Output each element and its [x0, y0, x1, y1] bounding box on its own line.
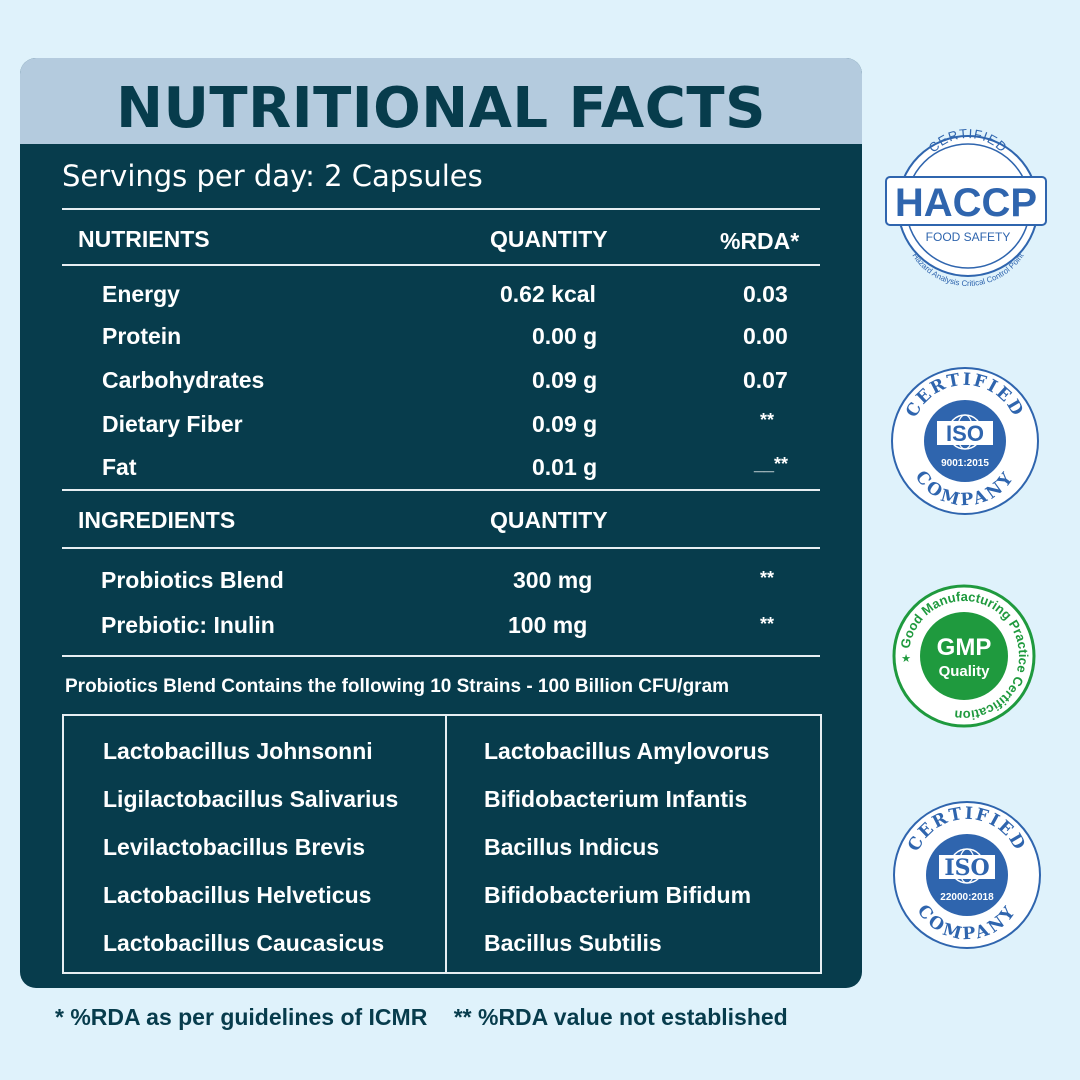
svg-text:9001:2015: 9001:2015 — [941, 458, 989, 469]
nutrient-rda: 0.00 — [743, 323, 788, 349]
strain-item: Bacillus Indicus — [484, 834, 660, 860]
divider — [62, 655, 820, 657]
iso-9001-seal-icon: CERTIFIED COMPANY ISO 9001:2015 — [891, 367, 1039, 515]
nutrient-quantity: 0.00 g — [532, 323, 598, 349]
ingredients-quantity-header: QUANTITY — [490, 507, 608, 533]
star-icon: ★ — [901, 653, 911, 665]
nutrient-quantity: 0.09 g — [532, 411, 598, 437]
nutrient-name: Dietary Fiber — [102, 411, 243, 437]
nutrition-panel: NUTRITIONAL FACTS Servings per day: 2 Ca… — [20, 58, 862, 988]
nutrient-name: Carbohydrates — [102, 367, 265, 393]
ingredient-quantity: 300 mg — [513, 567, 593, 593]
strain-item: Lactobacillus Johnsonni — [103, 738, 373, 764]
iso-22000-badge: CERTIFIED COMPANY ISO 22000:2018 — [892, 800, 1042, 950]
ingredient-quantity: 100 mg — [508, 612, 588, 638]
strains-table: Lactobacillus Johnsonni Ligilactobacillu… — [62, 714, 822, 974]
ingredient-name: Probiotics Blend — [101, 567, 284, 593]
footer-note-rda: * %RDA as per guidelines of ICMR — [55, 1004, 428, 1030]
svg-text:GMP: GMP — [937, 634, 992, 661]
strain-item: Bacillus Subtilis — [484, 930, 662, 956]
haccp-seal-icon: CERTIFIED HACCP FOOD SAFETY Hazard Analy… — [885, 128, 1047, 288]
nutrient-rda: 0.07 — [743, 367, 788, 393]
strain-item: Bifidobacterium Bifidum — [484, 882, 752, 908]
nutrient-quantity: 0.09 g — [532, 367, 598, 393]
strain-item: Bifidobacterium Infantis — [484, 786, 748, 812]
ingredients-header: INGREDIENTS — [78, 507, 236, 533]
strain-item: Lactobacillus Caucasicus — [103, 930, 385, 956]
nutrient-rda: __** — [754, 454, 789, 474]
gmp-seal-icon: Good Manufacturing Practice Certificatio… — [892, 584, 1036, 728]
gmp-badge: Good Manufacturing Practice Certificatio… — [892, 584, 1036, 728]
divider — [62, 208, 820, 210]
page-title: NUTRITIONAL FACTS — [116, 76, 766, 141]
haccp-badge: CERTIFIED HACCP FOOD SAFETY Hazard Analy… — [884, 128, 1050, 290]
iso-22000-seal-icon: CERTIFIED COMPANY ISO 22000:2018 — [893, 801, 1041, 949]
svg-text:FOOD SAFETY: FOOD SAFETY — [926, 230, 1011, 244]
nutrient-name: Energy — [102, 281, 180, 307]
divider — [62, 489, 820, 491]
nutrient-quantity: 0.01 g — [532, 454, 598, 480]
strain-item: Ligilactobacillus Salivarius — [103, 786, 399, 812]
servings-text: Servings per day: 2 Capsules — [62, 159, 483, 193]
ingredient-rda: ** — [760, 614, 775, 634]
panel-header-band — [20, 58, 862, 144]
quantity-header: QUANTITY — [490, 226, 608, 252]
strains-column-divider — [445, 716, 447, 972]
nutrient-name: Fat — [102, 454, 137, 480]
divider — [62, 547, 820, 549]
nutrients-header: NUTRIENTS — [78, 226, 210, 252]
nutrient-rda: ** — [760, 410, 775, 430]
svg-text:Quality: Quality — [939, 663, 991, 680]
divider — [62, 264, 820, 266]
svg-text:HACCP: HACCP — [895, 181, 1037, 225]
strain-item: Lactobacillus Helveticus — [103, 882, 372, 908]
rda-header: %RDA* — [720, 228, 800, 254]
footer-note-not-established: ** %RDA value not established — [453, 1004, 788, 1030]
nutrient-rda: 0.03 — [743, 281, 788, 307]
svg-text:ISO: ISO — [946, 421, 984, 446]
ingredient-name: Prebiotic: Inulin — [101, 612, 275, 638]
iso-9001-badge: CERTIFIED COMPANY ISO 9001:2015 — [890, 366, 1040, 516]
footer-notes: * %RDA as per guidelines of ICMR ** %RDA… — [55, 1004, 788, 1031]
strains-heading: Probiotics Blend Contains the following … — [65, 676, 730, 697]
strain-item: Levilactobacillus Brevis — [103, 834, 366, 860]
nutrient-quantity: 0.62 kcal — [500, 281, 596, 307]
svg-text:ISO: ISO — [944, 855, 989, 881]
strain-item: Lactobacillus Amylovorus — [484, 738, 770, 764]
nutrient-name: Protein — [102, 323, 182, 349]
ingredient-rda: ** — [760, 568, 775, 588]
svg-text:22000:2018: 22000:2018 — [940, 892, 994, 903]
